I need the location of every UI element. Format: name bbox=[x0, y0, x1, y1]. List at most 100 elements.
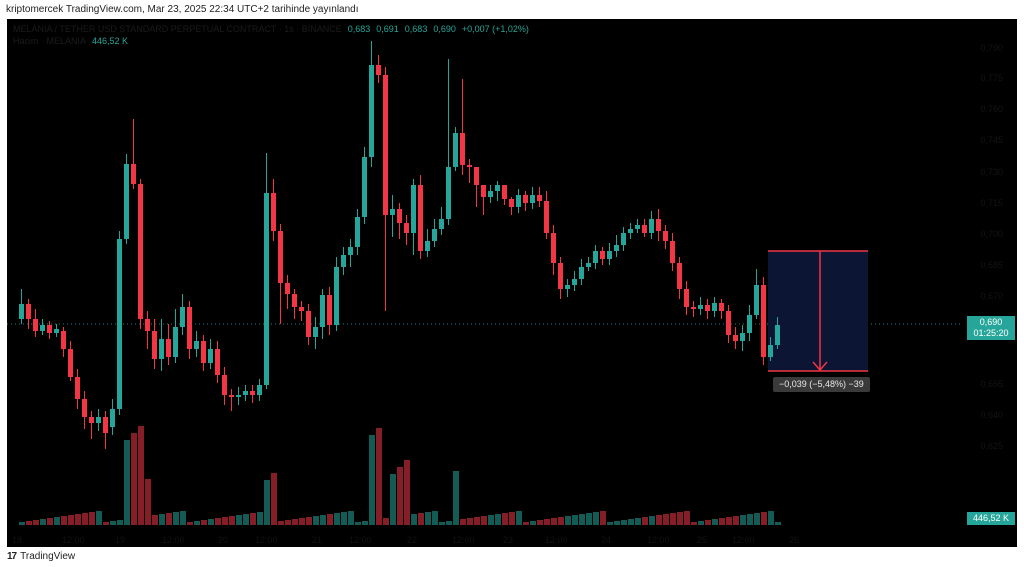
candle-body bbox=[453, 133, 458, 167]
volume-bar bbox=[726, 517, 732, 525]
candle-body bbox=[180, 307, 185, 327]
volume-bar bbox=[642, 517, 648, 525]
candle-body bbox=[418, 185, 423, 251]
tradingview-brand[interactable]: 17 TradingView bbox=[7, 551, 75, 562]
candle-body bbox=[243, 391, 248, 395]
candle-body bbox=[761, 285, 766, 357]
volume-bar bbox=[348, 511, 354, 525]
candle-body bbox=[474, 167, 479, 185]
volume-bar bbox=[621, 520, 627, 525]
ohlc-open: 0,683 bbox=[347, 24, 371, 34]
volume-bar bbox=[712, 519, 718, 525]
publish-info: kriptomercek TradingView.com, Mar 23, 20… bbox=[6, 4, 359, 15]
volume-bar bbox=[558, 517, 564, 525]
volume-bar bbox=[397, 467, 403, 525]
volume-bar bbox=[26, 521, 32, 525]
volume-bar bbox=[411, 514, 417, 525]
candle-body bbox=[299, 307, 304, 311]
volume-bar bbox=[201, 520, 207, 525]
volume-bar bbox=[327, 514, 333, 525]
candle-body bbox=[411, 185, 416, 233]
volume-bar bbox=[474, 517, 480, 525]
candle-body bbox=[215, 349, 220, 375]
chart-canvas[interactable] bbox=[7, 19, 1017, 547]
candle-body bbox=[264, 193, 269, 385]
candle-body bbox=[355, 217, 360, 247]
volume-bar bbox=[502, 513, 508, 525]
chart-pane[interactable]: MELANIA / TETHER USD STANDARD PERPETUAL … bbox=[7, 19, 1017, 547]
volume-bar bbox=[33, 520, 39, 525]
price-tick: 0,685 bbox=[980, 260, 1003, 270]
tradingview-logo-icon: 17 bbox=[7, 551, 17, 562]
volume-bar bbox=[691, 522, 697, 525]
time-axis[interactable]: 18 12:00 19 12:00 20 12:00 21 12:00 22 1… bbox=[7, 533, 957, 547]
candle-body bbox=[173, 327, 178, 357]
candle-body bbox=[348, 247, 353, 255]
candle-body bbox=[635, 225, 640, 229]
price-tick: 0,670 bbox=[980, 291, 1003, 301]
volume-bar bbox=[670, 513, 676, 525]
volume-bar bbox=[103, 522, 109, 525]
candle-body bbox=[278, 231, 283, 283]
candle-body bbox=[306, 311, 311, 337]
volume-bar bbox=[586, 513, 592, 525]
time-tick: 23 bbox=[503, 535, 514, 545]
volume-bar bbox=[607, 522, 613, 525]
volume-bar bbox=[628, 519, 634, 525]
candle-body bbox=[579, 267, 584, 279]
volume-bar bbox=[733, 516, 739, 525]
candle-body bbox=[285, 283, 290, 294]
candle-body bbox=[523, 195, 528, 203]
volume-bar bbox=[117, 520, 123, 525]
volume-bar bbox=[320, 515, 326, 525]
price-axis[interactable]: 0,790 0,775 0,760 0,745 0,730 0,715 0,70… bbox=[961, 19, 1017, 547]
candle-body bbox=[82, 399, 87, 417]
ohlc-change: +0,007 (+1,02%) bbox=[461, 24, 529, 34]
ohlc-close: 0,690 bbox=[433, 24, 456, 34]
time-tick: 25 bbox=[697, 535, 708, 545]
volume-bar bbox=[362, 521, 368, 525]
volume-bar bbox=[257, 512, 263, 525]
volume-value: 446,52 K bbox=[92, 36, 129, 46]
time-tick: 12:00 bbox=[545, 535, 568, 545]
candle-body bbox=[712, 303, 717, 311]
time-tick: 12:00 bbox=[255, 535, 278, 545]
candle-body bbox=[229, 395, 234, 397]
time-tick: 24 bbox=[601, 535, 612, 545]
time-tick: 12:00 bbox=[732, 535, 755, 545]
candle-body bbox=[446, 167, 451, 219]
brand-name: TradingView bbox=[20, 551, 76, 562]
candle-body bbox=[642, 225, 647, 233]
volume-bar bbox=[383, 518, 389, 525]
volume-bar bbox=[124, 440, 130, 525]
time-tick: 19 bbox=[115, 535, 126, 545]
candle-body bbox=[439, 219, 444, 229]
volume-bar bbox=[229, 516, 235, 525]
volume-bar bbox=[551, 518, 557, 525]
volume-bar bbox=[656, 515, 662, 525]
volume-bar bbox=[19, 522, 25, 525]
volume-bar bbox=[509, 512, 515, 525]
candle-body bbox=[390, 209, 395, 215]
measure-label: −0,039 (−5,48%) −39 bbox=[773, 377, 870, 392]
volume-bar bbox=[82, 513, 88, 525]
volume-bar bbox=[530, 521, 536, 525]
candle-body bbox=[89, 417, 94, 423]
candle-body bbox=[565, 285, 570, 289]
volume-bar bbox=[684, 511, 690, 525]
time-tick: 12:00 bbox=[62, 535, 85, 545]
volume-bar bbox=[264, 480, 270, 525]
price-tick: 0,790 bbox=[980, 43, 1003, 53]
candle-body bbox=[740, 333, 745, 341]
volume-bar bbox=[425, 512, 431, 525]
volume-bar bbox=[635, 518, 641, 525]
candle-body bbox=[19, 304, 24, 319]
volume-bar bbox=[110, 521, 116, 525]
candle-body bbox=[488, 191, 493, 197]
candle-body bbox=[54, 329, 59, 333]
volume-bar bbox=[96, 511, 102, 525]
volume-bar bbox=[481, 516, 487, 525]
candle-body bbox=[222, 375, 227, 395]
volume-bar bbox=[222, 517, 228, 525]
volume-bar bbox=[768, 511, 774, 525]
